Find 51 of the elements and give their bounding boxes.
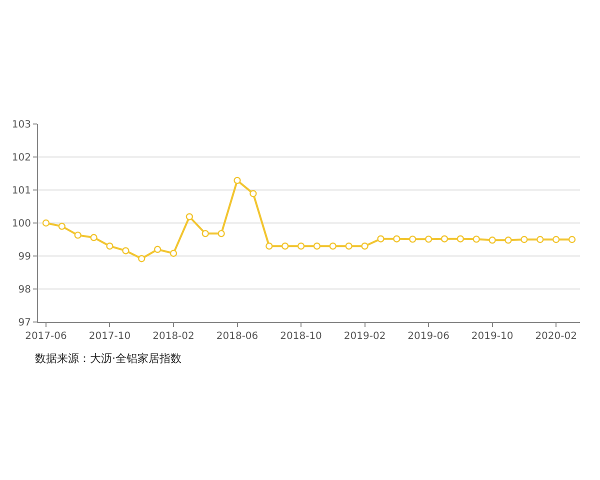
source-note: 数据来源：大沥·全铝家居指数 bbox=[35, 352, 182, 365]
point bbox=[409, 236, 416, 243]
point bbox=[488, 236, 496, 244]
point bbox=[329, 242, 337, 250]
y-tick-label: 99 bbox=[18, 252, 31, 262]
point bbox=[424, 236, 432, 243]
x-tick-label: 2017-10 bbox=[88, 331, 131, 342]
x-tick-label: 2018-02 bbox=[152, 331, 194, 342]
point bbox=[393, 235, 400, 242]
point bbox=[456, 235, 464, 242]
point bbox=[74, 232, 82, 239]
x-tick-label: 2018-06 bbox=[216, 331, 258, 342]
x-tick-label: 2019-06 bbox=[408, 331, 450, 342]
y-tick-label: 97 bbox=[18, 318, 31, 328]
y-tick-label: 98 bbox=[18, 284, 31, 296]
x-tick-label: 2019-02 bbox=[344, 331, 386, 342]
y-tick-label: 102 bbox=[12, 152, 31, 164]
point bbox=[266, 242, 273, 250]
point bbox=[377, 235, 384, 242]
point bbox=[186, 213, 194, 220]
point bbox=[281, 242, 289, 250]
point bbox=[170, 250, 178, 257]
y-tick-label: 103 bbox=[12, 120, 31, 130]
x-tick-label: 2018-10 bbox=[280, 331, 322, 342]
point bbox=[202, 230, 209, 238]
point bbox=[313, 242, 321, 250]
point bbox=[520, 236, 528, 244]
point bbox=[250, 190, 257, 198]
y-tick-label: 101 bbox=[12, 186, 31, 196]
point bbox=[122, 247, 130, 254]
point bbox=[138, 255, 146, 262]
point bbox=[42, 219, 50, 227]
x-tick-label: 2020-02 bbox=[535, 331, 577, 342]
point bbox=[440, 235, 448, 242]
x-tick-label: 2017-06 bbox=[25, 331, 67, 342]
point bbox=[568, 236, 576, 244]
point bbox=[90, 234, 98, 242]
point bbox=[218, 230, 225, 238]
point bbox=[154, 246, 162, 253]
point bbox=[552, 236, 560, 244]
point bbox=[297, 242, 305, 250]
point bbox=[234, 176, 241, 184]
y-tick-label: 100 bbox=[12, 218, 31, 230]
point bbox=[106, 242, 114, 250]
point bbox=[504, 236, 512, 244]
point bbox=[536, 236, 544, 244]
point bbox=[361, 242, 368, 250]
point bbox=[472, 236, 480, 243]
point bbox=[345, 242, 352, 250]
point bbox=[58, 222, 66, 230]
x-tick-label: 2019-10 bbox=[471, 331, 514, 342]
